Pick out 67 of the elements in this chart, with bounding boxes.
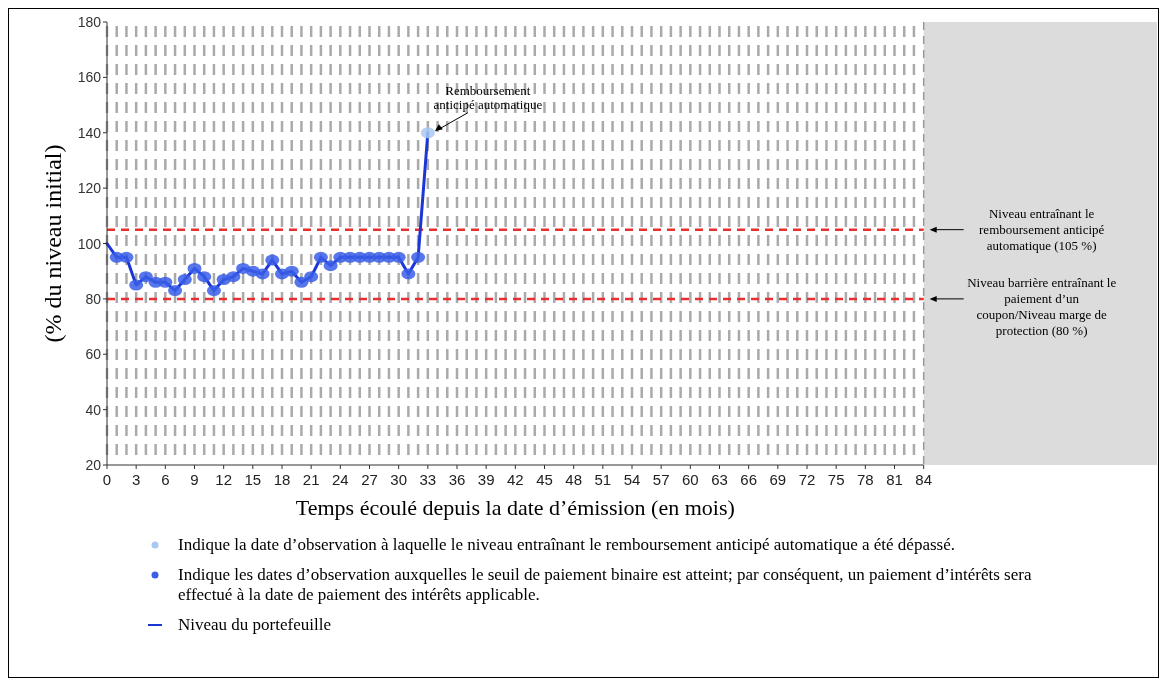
- y-tick-label: 120: [77, 180, 102, 197]
- x-tick-label: 3: [131, 471, 141, 488]
- x-tick-label: 24: [331, 471, 349, 488]
- point: [294, 276, 309, 288]
- legend-label: Niveau du portefeuille: [178, 615, 331, 634]
- y-tick-label: 160: [77, 69, 102, 86]
- point: [197, 271, 212, 283]
- x-tick-label: 18: [273, 471, 291, 488]
- point: [119, 251, 134, 263]
- x-tick-label: 69: [769, 471, 787, 488]
- x-axis-title: Temps écoulé depuis la date d’émission (en mois): [295, 495, 735, 520]
- x-tick-label: 9: [190, 471, 199, 488]
- x-tick-label: 81: [886, 471, 903, 488]
- annotation: Remboursement anticipé automatique: [433, 82, 543, 112]
- x-tick-label: 51: [594, 471, 612, 488]
- x-tick-label: 60: [681, 471, 699, 488]
- x-tick-label: 36: [448, 471, 466, 488]
- y-axis-title: (% du niveau initial): [40, 144, 66, 343]
- y-tick-label: 140: [77, 124, 102, 141]
- legend-label: Indique les dates d’observation auxquelles le seuil de paiement binaire est atteint; par conséquent, un paiement d’intérêts sera effectué à la date de paiement des intérêts applicable.: [178, 565, 1032, 604]
- point: [411, 251, 426, 263]
- point: [138, 271, 153, 283]
- x-tick-label: 15: [244, 471, 262, 488]
- point: [284, 265, 299, 277]
- point: [401, 268, 416, 280]
- point: [226, 271, 241, 283]
- x-tick-label: 48: [565, 471, 583, 488]
- y-tick-label: 80: [85, 290, 102, 307]
- x-tick-label: 12: [215, 471, 233, 488]
- x-tick-label: 63: [711, 471, 728, 488]
- x-tick-label: 27: [361, 471, 378, 488]
- y-tick-label: 20: [85, 457, 102, 473]
- y-tick-label: 40: [85, 401, 102, 418]
- point: [313, 251, 328, 263]
- x-tick-label: 66: [740, 471, 758, 488]
- ref-line-label: Niveau entraînant le remboursement anticipé automatique (105 %): [979, 205, 1105, 253]
- y-tick-label: 100: [77, 235, 102, 252]
- x-tick-label: 54: [623, 471, 641, 488]
- point: [187, 262, 202, 274]
- x-tick-label: 45: [536, 471, 553, 488]
- point: [206, 285, 221, 297]
- point: [391, 251, 406, 263]
- point: [304, 271, 319, 283]
- x-tick-label: 39: [477, 471, 495, 488]
- ref-line-label: Niveau barrière entraînant le paiement d’un coupon/Niveau marge de protection (80 %): [967, 274, 1117, 338]
- x-tick-label: 30: [390, 471, 408, 488]
- point: [177, 273, 192, 285]
- x-tick-label: 75: [827, 471, 845, 488]
- x-tick-label: 57: [652, 471, 670, 488]
- y-tick-label: 60: [85, 346, 102, 363]
- point: [168, 285, 183, 297]
- point: [129, 279, 144, 291]
- legend-label: Indique la date d’observation à laquelle le niveau entraînant le remboursement anticipé automatique a été dépassé.: [178, 535, 955, 554]
- point: [265, 254, 280, 266]
- x-tick-label: 0: [102, 471, 112, 488]
- x-tick-label: 84: [915, 471, 933, 488]
- x-tick-label: 33: [419, 471, 437, 488]
- y-tick-label: 180: [77, 14, 102, 30]
- point: [420, 127, 435, 139]
- point: [323, 260, 338, 272]
- x-tick-label: 21: [302, 471, 320, 488]
- x-tick-label: 6: [161, 471, 170, 488]
- x-tick-label: 78: [856, 471, 874, 488]
- point: [158, 276, 173, 288]
- point: [255, 268, 270, 280]
- x-tick-label: 72: [798, 471, 816, 488]
- x-tick-label: 42: [506, 471, 524, 488]
